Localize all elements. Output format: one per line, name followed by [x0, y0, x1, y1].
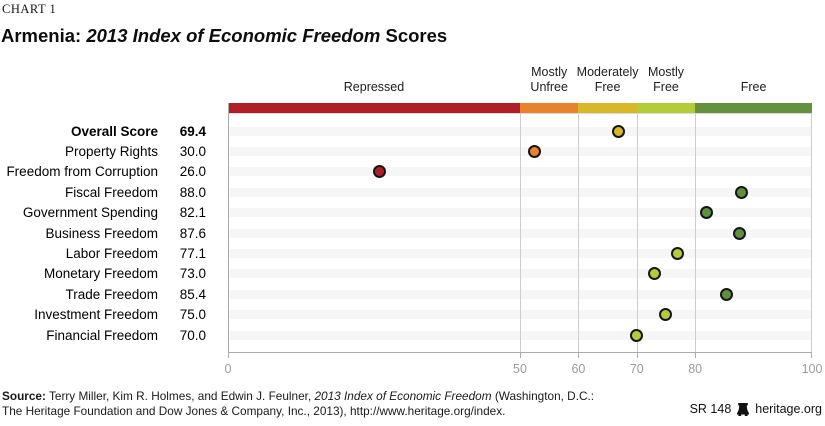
category-row: Freedom from Corruption 26.0	[0, 162, 206, 182]
row-score: 69.4	[179, 123, 206, 139]
grid-line-50	[520, 114, 521, 352]
row-label: Fiscal Freedom	[64, 184, 158, 200]
source-italic: 2013 Index of Economic Freedom	[314, 389, 492, 403]
row-score: 85.4	[179, 286, 206, 302]
tick-label-0: 0	[224, 362, 232, 376]
site-name: heritage.org	[755, 402, 822, 416]
category-row: Government Spending 82.1	[0, 203, 206, 223]
category-row: Trade Freedom 85.4	[0, 284, 206, 304]
grid-line-80	[695, 114, 696, 352]
grid-line-60	[578, 114, 579, 352]
tick-label-100: 100	[801, 362, 823, 376]
band-label-mostly-unfree: Mostly Unfree	[530, 65, 568, 94]
row-label: Monetary Freedom	[43, 266, 158, 282]
axis-tick-100	[811, 352, 812, 358]
band-segment-free	[695, 103, 812, 113]
data-dot-financial-freedom	[630, 328, 644, 342]
axis-tick-80	[695, 352, 696, 358]
axis-tick-70	[637, 352, 638, 358]
category-row: Business Freedom 87.6	[0, 223, 206, 243]
tick-label-60: 60	[571, 362, 586, 376]
band-segment-mostly-unfree	[520, 103, 579, 113]
liberty-bell-icon	[737, 402, 750, 416]
row-score: 88.0	[179, 184, 206, 200]
row-label: Investment Freedom	[34, 307, 158, 323]
row-label: Trade Freedom	[65, 286, 158, 302]
source-label: Source:	[2, 389, 46, 403]
color-band-strip	[228, 103, 812, 114]
row-score: 87.6	[179, 225, 206, 241]
data-dot-business-freedom	[732, 226, 746, 240]
category-row: Monetary Freedom 73.0	[0, 264, 206, 284]
data-dot-monetary-freedom	[647, 267, 661, 281]
data-dot-fiscal-freedom	[735, 185, 749, 199]
title-italic: 2013 Index of Economic Freedom	[86, 25, 381, 46]
data-dot-government-spending	[700, 206, 714, 220]
data-dot-freedom-from-corruption	[372, 165, 386, 179]
plot-left-border	[228, 103, 229, 352]
row-score: 75.0	[179, 307, 206, 323]
band-segment-repressed	[228, 103, 520, 113]
row-label: Freedom from Corruption	[6, 164, 158, 180]
category-row: Financial Freedom 70.0	[0, 325, 206, 345]
row-score: 73.0	[179, 266, 206, 282]
chart-kicker: CHART 1	[2, 2, 57, 16]
category-row: Fiscal Freedom 88.0	[0, 182, 206, 202]
band-label-mostly-free: Mostly Free	[647, 65, 685, 94]
title-suffix: Scores	[380, 25, 448, 46]
band-label-free: Free	[740, 79, 767, 94]
row-label: Business Freedom	[45, 225, 158, 241]
x-axis: 0 50 60 70 80 100	[225, 352, 822, 382]
data-dot-overall-score	[611, 124, 625, 138]
row-label: Labor Freedom	[65, 245, 158, 261]
tick-label-70: 70	[629, 362, 644, 376]
row-score: 26.0	[179, 164, 206, 180]
grid-line-70	[637, 114, 638, 352]
row-label: Property Rights	[64, 143, 158, 159]
tick-label-50: 50	[513, 362, 527, 376]
band-label-moderately-free: Moderately Free	[576, 65, 639, 94]
title-prefix: Armenia:	[1, 25, 87, 46]
category-row: Investment Freedom 75.0	[0, 305, 206, 325]
chart-title: Armenia: 2013 Index of Economic Freedom …	[1, 25, 447, 47]
data-dot-labor-freedom	[671, 246, 685, 260]
band-label-repressed: Repressed	[343, 79, 405, 94]
band-labels: Repressed Mostly Unfree Moderately Free Mos…	[228, 58, 812, 94]
row-score: 77.1	[179, 245, 206, 261]
axis-tick-0	[228, 352, 229, 358]
category-row: Labor Freedom 77.1	[0, 243, 206, 263]
footer-brand: SR 148 heritage.org	[690, 402, 822, 416]
plot-right-border	[811, 114, 812, 352]
tick-label-80: 80	[688, 362, 703, 376]
category-row: Overall Score 69.4	[0, 121, 206, 141]
data-dot-trade-freedom	[719, 287, 733, 301]
axis-tick-50	[520, 352, 521, 358]
row-score: 30.0	[179, 143, 206, 159]
category-row: Property Rights 30.0	[0, 141, 206, 161]
row-score: 82.1	[179, 205, 206, 221]
row-score: 70.0	[179, 327, 206, 343]
row-label: Financial Freedom	[46, 327, 158, 343]
row-label: Overall Score	[70, 123, 158, 139]
plot-area	[228, 103, 812, 353]
report-id: SR 148	[689, 402, 732, 416]
source-line-2: The Heritage Foundation and Dow Jones & …	[2, 404, 506, 418]
band-segment-moderately-free	[578, 103, 637, 113]
band-segment-mostly-free	[636, 103, 696, 113]
row-label: Government Spending	[22, 205, 158, 221]
source-note: Source: Terry Miller, Kim R. Holmes, and…	[2, 389, 602, 419]
data-dot-property-rights	[527, 144, 541, 158]
source-text-1: Terry Miller, Kim R. Holmes, and Edwin J…	[45, 389, 315, 403]
data-dot-investment-freedom	[658, 308, 672, 322]
source-text-2: (Washington, D.C.:	[491, 389, 595, 403]
axis-tick-60	[578, 352, 579, 358]
source-line-1: Source: Terry Miller, Kim R. Holmes, and…	[2, 389, 602, 404]
